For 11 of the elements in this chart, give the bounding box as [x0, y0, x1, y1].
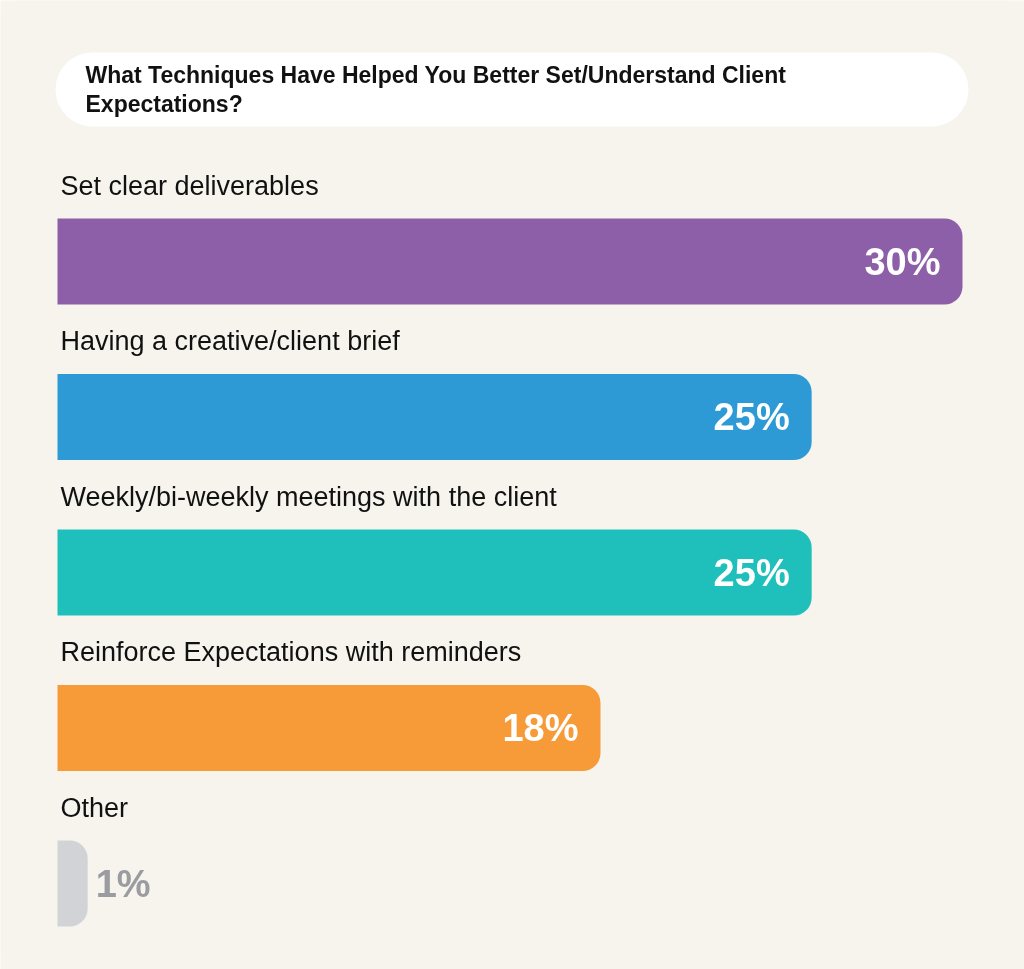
- y-tick-label: Other: [60, 792, 129, 823]
- data-label: 18%: [502, 707, 579, 749]
- data-label: 1%: [95, 862, 151, 905]
- data-label: 25%: [713, 396, 790, 438]
- y-tick-label: Weekly/bi-weekly meetings with the client: [60, 481, 558, 512]
- y-tick-label: Reinforce Expectations with reminders: [60, 637, 522, 667]
- y-tick-label: Having a creative/client brief: [60, 326, 401, 356]
- data-label: 30%: [864, 240, 941, 283]
- chart-title: What Techniques Have Helped You Better Set/Understand Client Expectations?: [85, 62, 787, 117]
- y-tick-label: Set clear deliverables: [60, 170, 319, 201]
- data-label: 25%: [713, 551, 790, 594]
